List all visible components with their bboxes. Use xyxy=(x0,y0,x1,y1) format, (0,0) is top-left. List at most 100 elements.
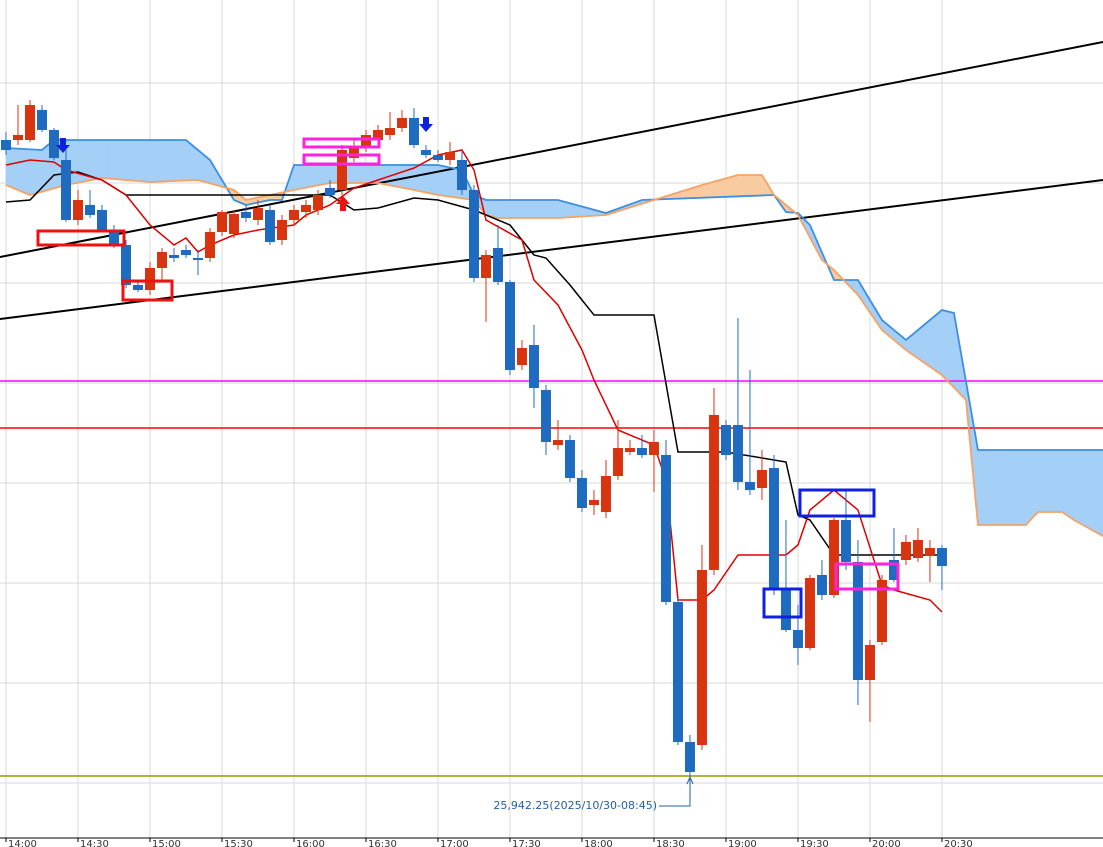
x-tick-label: 14:30 xyxy=(80,839,109,847)
cloud-fill xyxy=(359,164,367,184)
cloud-fill xyxy=(167,139,175,182)
candle-body xyxy=(180,250,191,255)
cloud-fill xyxy=(995,449,1003,526)
candle-body xyxy=(384,128,395,135)
x-tick-label: 20:30 xyxy=(944,839,973,847)
x-tick-label: 19:30 xyxy=(800,839,829,847)
candle-body xyxy=(924,548,935,556)
candle-body xyxy=(696,570,707,745)
candle-body xyxy=(36,110,47,130)
x-tick-label: 17:30 xyxy=(512,839,541,847)
box xyxy=(762,587,803,619)
candle-body xyxy=(864,645,875,680)
cloud-fill xyxy=(5,147,13,188)
candle-body xyxy=(228,214,239,234)
candle-body xyxy=(888,560,899,580)
x-tick-label: 15:30 xyxy=(224,839,253,847)
cloud-fill xyxy=(527,199,535,219)
candle-body xyxy=(540,390,551,442)
trend-line xyxy=(0,41,1103,258)
cloud-fill xyxy=(305,164,313,189)
box xyxy=(302,153,381,166)
cloud-fill xyxy=(719,177,727,198)
cloud-fill xyxy=(353,164,361,184)
candle-body xyxy=(288,210,299,220)
box xyxy=(36,229,126,247)
cloud-fill xyxy=(143,139,151,183)
cloud-fill xyxy=(395,164,403,189)
cloud-fill xyxy=(449,167,457,198)
candle-body xyxy=(768,468,779,590)
candle-body xyxy=(24,105,35,140)
indicator-line xyxy=(5,174,1103,538)
cloud-fill xyxy=(323,164,331,185)
cloud-fill xyxy=(17,148,25,193)
candle-body xyxy=(336,150,347,190)
cloud-fill xyxy=(77,139,85,184)
cloud-fill xyxy=(743,174,751,197)
cloud-fill xyxy=(755,174,763,196)
cloud-fill xyxy=(311,164,319,187)
candle-body xyxy=(492,248,503,282)
low-annotation: 25,942.25(2025/10/30-08:45) xyxy=(493,799,657,812)
candle-body xyxy=(828,520,839,595)
candle-body xyxy=(852,562,863,680)
cloud-fill xyxy=(23,148,31,196)
cloud-fill xyxy=(521,199,529,219)
candle-body xyxy=(84,205,95,215)
candle-body xyxy=(468,190,479,278)
box xyxy=(121,279,174,302)
cloud-fill xyxy=(1001,449,1009,526)
candle-body xyxy=(456,160,467,190)
box xyxy=(798,488,876,518)
cloud-fill xyxy=(1061,449,1069,517)
cloud-fill xyxy=(173,139,181,182)
cloud-fill xyxy=(503,199,511,219)
x-tick-label: 14:00 xyxy=(8,839,37,847)
cloud-fill xyxy=(185,139,193,181)
cloud-fill xyxy=(425,164,433,195)
cloud-fill xyxy=(1031,449,1039,520)
cloud-fill xyxy=(293,164,301,191)
cloud-fill xyxy=(317,164,325,186)
cloud-fill xyxy=(551,199,559,219)
cloud-fill xyxy=(707,181,715,198)
candle-body xyxy=(720,425,731,455)
cloud-fill xyxy=(137,139,145,182)
cloud-fill xyxy=(11,148,19,191)
cloud-fill xyxy=(107,139,115,180)
cloud-fill xyxy=(1049,449,1057,513)
candle-body xyxy=(936,548,947,566)
x-tick-label: 16:30 xyxy=(368,839,397,847)
candle-body xyxy=(204,232,215,258)
x-tick-label: 20:00 xyxy=(872,839,901,847)
indicator-line xyxy=(5,149,943,613)
cloud-fill xyxy=(125,139,133,181)
candle-body xyxy=(684,742,695,772)
cloud-fill xyxy=(119,139,127,181)
candle-body xyxy=(240,212,251,218)
cloud-fill xyxy=(365,164,373,184)
cloud-fill xyxy=(1073,449,1081,524)
candle-body xyxy=(216,212,227,232)
candle-body xyxy=(600,476,611,512)
candle-body xyxy=(12,135,23,140)
candle-body xyxy=(780,590,791,630)
cloud-fill xyxy=(95,139,103,180)
cloud-fill xyxy=(299,164,307,190)
cloud-fill xyxy=(533,199,541,219)
candle-body xyxy=(408,118,419,145)
candle-body xyxy=(108,230,119,245)
cloud-fill xyxy=(977,449,985,526)
cloud-fill xyxy=(1097,449,1103,537)
cloud-fill xyxy=(1043,449,1051,513)
cloud-fill xyxy=(155,139,163,183)
candle-body xyxy=(72,200,83,220)
cloud-fill xyxy=(1067,449,1075,521)
cloud-fill xyxy=(509,199,517,219)
candle-body xyxy=(156,252,167,268)
cloud-fill xyxy=(563,201,571,218)
candle-body xyxy=(372,130,383,140)
